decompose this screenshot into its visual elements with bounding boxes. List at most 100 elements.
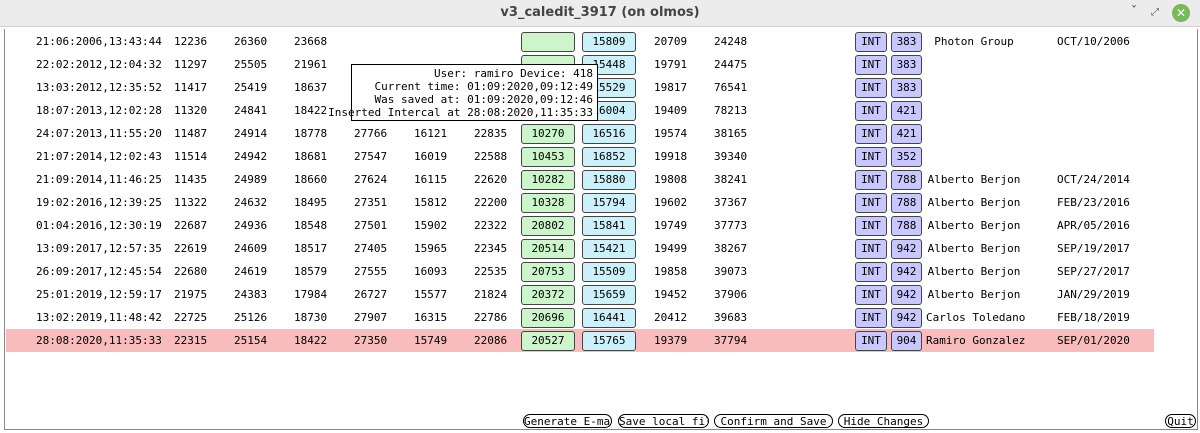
cell-value: 24632 xyxy=(234,196,268,209)
device-number-button[interactable]: 942 xyxy=(891,285,922,305)
int-toggle-button[interactable]: INT xyxy=(855,331,887,351)
generate-email-button[interactable]: Generate E-mail xyxy=(523,414,612,428)
cell-date: 22:02:2012,12:04:32 xyxy=(36,58,162,71)
green-value-box[interactable]: 20372 xyxy=(521,285,575,305)
int-toggle-button[interactable]: INT xyxy=(855,124,887,144)
cell-value: 19409 xyxy=(654,104,688,117)
cyan-value-box[interactable]: 15841 xyxy=(582,216,636,236)
device-number-button[interactable]: 383 xyxy=(891,78,922,98)
table-row[interactable]: 13:09:2017,12:57:35 22619 24609 18517 27405 1… xyxy=(6,237,1154,260)
cell-date-confirmed: JAN/29/2019 xyxy=(1057,288,1130,301)
green-value-box[interactable] xyxy=(521,32,575,52)
device-number-button[interactable]: 942 xyxy=(891,262,922,282)
device-number-button[interactable]: 788 xyxy=(891,193,922,213)
green-value-box[interactable]: 20753 xyxy=(521,262,575,282)
device-number-button[interactable]: 788 xyxy=(891,170,922,190)
cell-value: 15577 xyxy=(414,288,448,301)
table-row[interactable]: 25:01:2019,12:59:17 21975 24383 17984 26727 1… xyxy=(6,283,1154,306)
hide-changes-button[interactable]: Hide Changes xyxy=(838,414,929,428)
cell-value: 11320 xyxy=(174,104,208,117)
int-toggle-button[interactable]: INT xyxy=(855,170,887,190)
confirm-and-save-button[interactable]: Confirm and Save xyxy=(714,414,833,428)
int-toggle-button[interactable]: INT xyxy=(855,239,887,259)
int-toggle-button[interactable]: INT xyxy=(855,216,887,236)
table-row[interactable]: 26:09:2017,12:45:54 22680 24619 18579 27555 1… xyxy=(6,260,1154,283)
int-toggle-button[interactable]: INT xyxy=(855,285,887,305)
cell-value: 18517 xyxy=(294,242,328,255)
cyan-value-box[interactable]: 16516 xyxy=(582,124,636,144)
cell-value: 22619 xyxy=(174,242,208,255)
int-toggle-button[interactable]: INT xyxy=(855,193,887,213)
device-number-button[interactable]: 942 xyxy=(891,308,922,328)
cyan-value-box[interactable]: 15765 xyxy=(582,331,636,351)
cell-value: 18778 xyxy=(294,127,328,140)
cyan-value-box[interactable]: 15659 xyxy=(582,285,636,305)
table-row[interactable]: 01:04:2016,12:30:19 22687 24936 18548 27501 1… xyxy=(6,214,1154,237)
table-row[interactable]: 13:02:2019,11:48:42 22725 25126 18730 27907 1… xyxy=(6,306,1154,329)
cell-value: 18579 xyxy=(294,265,328,278)
cell-date-confirmed: APR/05/2016 xyxy=(1057,219,1130,232)
device-number-button[interactable]: 421 xyxy=(891,124,922,144)
cell-value: 19817 xyxy=(654,81,688,94)
table-row[interactable]: 21:06:2006,13:43:44 12236 26360 23668 20709 2… xyxy=(6,30,1154,53)
int-toggle-button[interactable]: INT xyxy=(855,308,887,328)
close-icon[interactable]: ✕ xyxy=(1172,4,1190,22)
green-value-box[interactable]: 20696 xyxy=(521,308,575,328)
cell-date: 26:09:2017,12:45:54 xyxy=(36,265,162,278)
cyan-value-box[interactable]: 15794 xyxy=(582,193,636,213)
green-value-box[interactable]: 20802 xyxy=(521,216,575,236)
green-value-box[interactable]: 10453 xyxy=(521,147,575,167)
device-number-button[interactable]: 904 xyxy=(891,331,922,351)
cell-date: 21:07:2014,12:02:43 xyxy=(36,150,162,163)
cell-value: 25419 xyxy=(234,81,268,94)
green-value-box[interactable]: 10270 xyxy=(521,124,575,144)
int-toggle-button[interactable]: INT xyxy=(855,262,887,282)
cell-value: 27405 xyxy=(354,242,388,255)
cell-value: 18422 xyxy=(294,334,328,347)
device-number-button[interactable]: 383 xyxy=(891,32,922,52)
table-row[interactable]: 19:02:2016,12:39:25 11322 24632 18495 27351 1… xyxy=(6,191,1154,214)
cyan-value-box[interactable]: 15509 xyxy=(582,262,636,282)
device-number-button[interactable]: 383 xyxy=(891,55,922,75)
cell-operator: Photon Group xyxy=(934,35,1014,48)
save-local-file-button[interactable]: Save local file xyxy=(618,414,709,428)
tooltip-inserted: Inserted Intercal at 28:08:2020,11:35:33 xyxy=(328,106,593,119)
cell-date-confirmed: SEP/27/2017 xyxy=(1057,265,1130,278)
device-number-button[interactable]: 788 xyxy=(891,216,922,236)
int-toggle-button[interactable]: INT xyxy=(855,101,887,121)
int-toggle-button[interactable]: INT xyxy=(855,78,887,98)
cell-date: 21:06:2006,13:43:44 xyxy=(36,35,162,48)
cyan-value-box[interactable]: 16852 xyxy=(582,147,636,167)
device-number-button[interactable]: 352 xyxy=(891,147,922,167)
table-row[interactable]: 21:09:2014,11:46:25 11435 24989 18660 27624 1… xyxy=(6,168,1154,191)
table-row[interactable]: 21:07:2014,12:02:43 11514 24942 18681 27547 1… xyxy=(6,145,1154,168)
int-toggle-button[interactable]: INT xyxy=(855,32,887,52)
cell-date-confirmed: SEP/19/2017 xyxy=(1057,242,1130,255)
cell-value: 11435 xyxy=(174,173,208,186)
device-number-button[interactable]: 421 xyxy=(891,101,922,121)
cyan-value-box[interactable]: 15880 xyxy=(582,170,636,190)
cell-value: 26360 xyxy=(234,35,268,48)
int-toggle-button[interactable]: INT xyxy=(855,55,887,75)
green-value-box[interactable]: 10328 xyxy=(521,193,575,213)
cyan-value-box[interactable]: 16441 xyxy=(582,308,636,328)
int-toggle-button[interactable]: INT xyxy=(855,147,887,167)
cyan-value-box[interactable]: 15809 xyxy=(582,32,636,52)
cell-date: 28:08:2020,11:35:33 xyxy=(36,334,162,347)
cell-value: 15812 xyxy=(414,196,448,209)
green-value-box[interactable]: 20514 xyxy=(521,239,575,259)
green-value-box[interactable]: 20527 xyxy=(521,331,575,351)
table-row[interactable]: 22:02:2012,12:04:32 11297 25505 21961 19791 2… xyxy=(6,53,1154,76)
maximize-icon[interactable]: ⤢ xyxy=(1151,7,1159,18)
cell-date: 13:02:2019,11:48:42 xyxy=(36,311,162,324)
device-number-button[interactable]: 942 xyxy=(891,239,922,259)
quit-button[interactable]: Quit xyxy=(1165,414,1196,428)
table-row-selected[interactable]: 28:08:2020,11:35:33 22315 25154 18422 27350 1… xyxy=(6,329,1154,352)
green-value-box[interactable]: 10282 xyxy=(521,170,575,190)
cell-value: 11487 xyxy=(174,127,208,140)
minimize-icon[interactable]: ˇ xyxy=(1130,5,1138,20)
cell-date: 24:07:2013,11:55:20 xyxy=(36,127,162,140)
cyan-value-box[interactable]: 15421 xyxy=(582,239,636,259)
cell-value: 19858 xyxy=(654,265,688,278)
table-row[interactable]: 24:07:2013,11:55:20 11487 24914 18778 27766 1… xyxy=(6,122,1154,145)
